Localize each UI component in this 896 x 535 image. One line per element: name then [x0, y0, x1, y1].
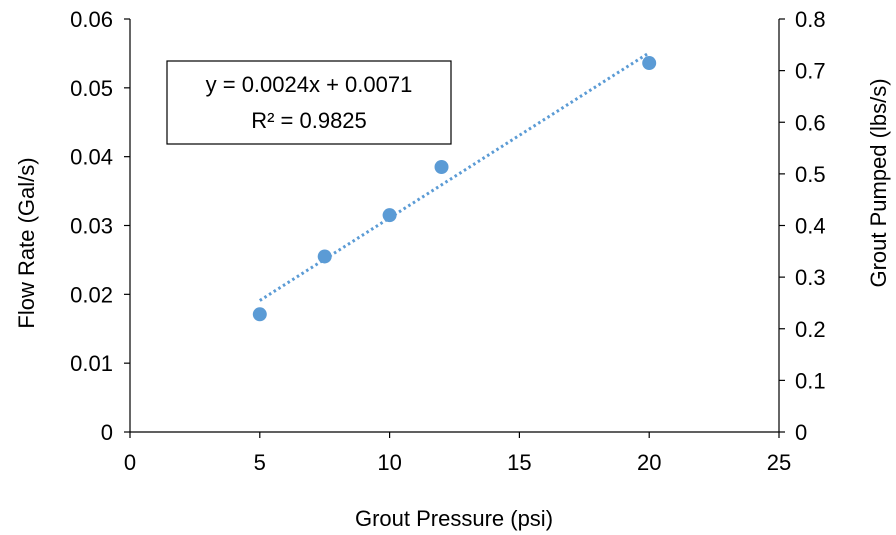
- y2-tick-label: 0.1: [795, 368, 826, 393]
- x-tick-label: 5: [254, 450, 266, 475]
- data-points: [252, 56, 657, 322]
- equation-box-frame: [166, 60, 452, 145]
- y2-tick-label: 0.5: [795, 162, 826, 187]
- y2-tick-label: 0: [795, 420, 807, 445]
- y2-tick-label: 0.8: [795, 7, 826, 32]
- data-point: [317, 249, 332, 264]
- y2-axis-title: Grout Pumped (lbs/s): [866, 78, 891, 287]
- y-tick-label: 0.05: [70, 76, 113, 101]
- tick-labels: 0 5 10 15 20 2500.010.020.030.040.050.0600.10…: [70, 7, 825, 475]
- x-tick-label: 20: [637, 450, 661, 475]
- y2-tick-label: 0.6: [795, 110, 826, 135]
- y-tick-label: 0.06: [70, 7, 113, 32]
- data-point: [434, 159, 449, 174]
- y2-tick-label: 0.2: [795, 317, 826, 342]
- x-tick-label: 15: [507, 450, 531, 475]
- y-tick-label: 0.04: [70, 145, 113, 170]
- y2-tick-label: 0.3: [795, 265, 826, 290]
- x-axis-title: Grout Pressure (psi): [355, 506, 553, 531]
- r-squared: R² = 0.9825: [251, 108, 367, 133]
- x-tick-label: 0: [124, 450, 136, 475]
- y-tick-label: 0.01: [70, 351, 113, 376]
- y2-tick-label: 0.4: [795, 214, 826, 239]
- x-tick-label: 25: [767, 450, 791, 475]
- data-point: [252, 307, 267, 322]
- y2-tick-label: 0.7: [795, 59, 826, 84]
- trendline-equation: y = 0.0024x + 0.0071: [206, 72, 413, 97]
- axes: [124, 18, 785, 438]
- y-tick-label: 0.03: [70, 214, 113, 239]
- y-axis-title: Flow Rate (Gal/s): [14, 157, 39, 328]
- data-point: [382, 208, 397, 223]
- data-point: [642, 56, 657, 71]
- y-tick-label: 0.02: [70, 282, 113, 307]
- x-tick-label: 10: [377, 450, 401, 475]
- y-tick-label: 0: [101, 420, 113, 445]
- equation-box: y = 0.0024x + 0.0071 R² = 0.9825: [166, 60, 452, 145]
